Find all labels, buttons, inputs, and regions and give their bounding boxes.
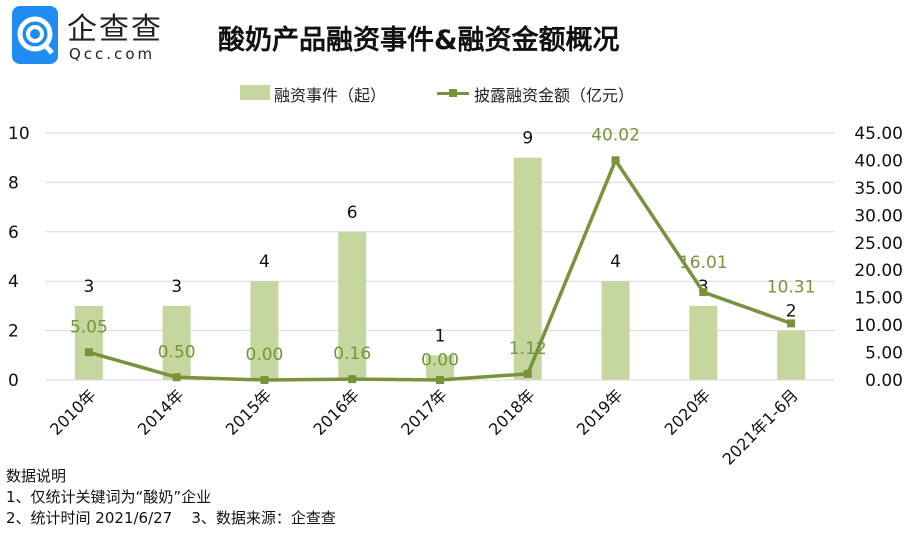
y-left-tick-label: 10	[8, 124, 30, 144]
bar-data-label: 9	[522, 129, 533, 149]
qcc-logo-icon	[12, 6, 58, 64]
notes-line2a: 2、统计时间 2021/6/27	[6, 509, 173, 527]
x-tick-label: 2010年	[46, 385, 100, 439]
bar-data-label: 6	[347, 203, 358, 223]
line-marker	[523, 369, 532, 378]
data-notes: 数据说明 1、仅统计关键词为“酸奶”企业 2、统计时间 2021/6/27 3、…	[6, 466, 336, 529]
y-left-tick-label: 6	[8, 223, 19, 243]
y-right-tick-label: 5.00	[865, 344, 903, 364]
line-marker	[611, 156, 620, 165]
line-data-label: 0.00	[246, 345, 284, 365]
notes-line2b: 3、数据来源：企查查	[191, 509, 336, 527]
y-right-tick-label: 10.00	[854, 316, 903, 336]
x-tick-label: 2021年1-6月	[719, 385, 802, 468]
line-data-label: 0.00	[421, 350, 459, 370]
line-data-label: 40.02	[591, 125, 640, 145]
bar-data-label: 3	[171, 277, 182, 297]
y-right-tick-label: 20.00	[854, 261, 903, 281]
y-right-tick-label: 40.00	[854, 151, 903, 171]
bar-data-label: 3	[83, 277, 94, 297]
y-left-tick-label: 0	[8, 371, 19, 391]
y-right-tick-label: 0.00	[865, 371, 903, 391]
x-tick-label: 2015年	[222, 385, 276, 439]
x-tick-label: 2019年	[573, 385, 627, 439]
y-right-tick-label: 25.00	[854, 234, 903, 254]
line-data-label: 1.12	[509, 339, 547, 359]
bar	[426, 355, 454, 380]
line-marker	[436, 376, 444, 384]
y-left-tick-label: 2	[8, 322, 19, 342]
x-tick-label: 2014年	[134, 385, 188, 439]
notes-line1: 1、仅统计关键词为“酸奶”企业	[6, 488, 212, 506]
line-data-label: 10.31	[767, 278, 816, 298]
bar	[513, 157, 542, 380]
legend-line-label: 披露融资金额（亿元）	[474, 86, 635, 105]
y-left-tick-label: 4	[8, 272, 19, 292]
y-right-tick-label: 30.00	[854, 206, 903, 226]
bar	[338, 231, 367, 380]
x-tick-label: 2018年	[485, 385, 539, 439]
line-marker	[84, 348, 93, 357]
legend: 融资事件（起） 披露融资金额（亿元）	[0, 82, 908, 105]
line-marker	[172, 373, 181, 382]
logo-name: 企查查	[67, 12, 163, 47]
x-tick-label: 2020年	[661, 385, 715, 439]
bar-data-label: 3	[698, 277, 709, 297]
line-marker	[348, 375, 357, 384]
y-right-tick-label: 45.00	[854, 124, 903, 144]
y-left-tick-label: 8	[8, 173, 19, 193]
bar-data-label: 1	[435, 326, 446, 346]
line-marker	[260, 376, 269, 384]
bar	[777, 330, 806, 380]
bar	[162, 305, 191, 380]
bar	[601, 281, 630, 380]
bar-data-label: 4	[610, 252, 621, 272]
line-data-label: 16.01	[679, 253, 728, 273]
logo-sub: Qcc.com	[69, 45, 156, 63]
notes-heading: 数据说明	[6, 467, 67, 485]
bar-data-label: 2	[786, 302, 797, 322]
bar	[689, 305, 718, 380]
line-data-label: 0.16	[333, 344, 371, 364]
bar-data-label: 4	[259, 252, 270, 272]
bar	[250, 281, 279, 380]
x-tick-label: 2016年	[309, 385, 363, 439]
bar	[74, 305, 103, 380]
line-marker	[787, 319, 796, 328]
legend-bar-label: 融资事件（起）	[274, 86, 387, 105]
line-data-label: 0.50	[158, 342, 196, 362]
x-tick-label: 2017年	[397, 385, 451, 439]
legend-bar-swatch	[240, 85, 270, 100]
line-marker	[699, 288, 708, 297]
line-data-label: 5.05	[70, 317, 108, 337]
chart-title: 酸奶产品融资事件&融资金额概况	[218, 25, 620, 56]
legend-line-marker	[449, 89, 457, 97]
y-right-tick-label: 15.00	[854, 289, 903, 309]
y-right-tick-label: 35.00	[854, 179, 903, 199]
